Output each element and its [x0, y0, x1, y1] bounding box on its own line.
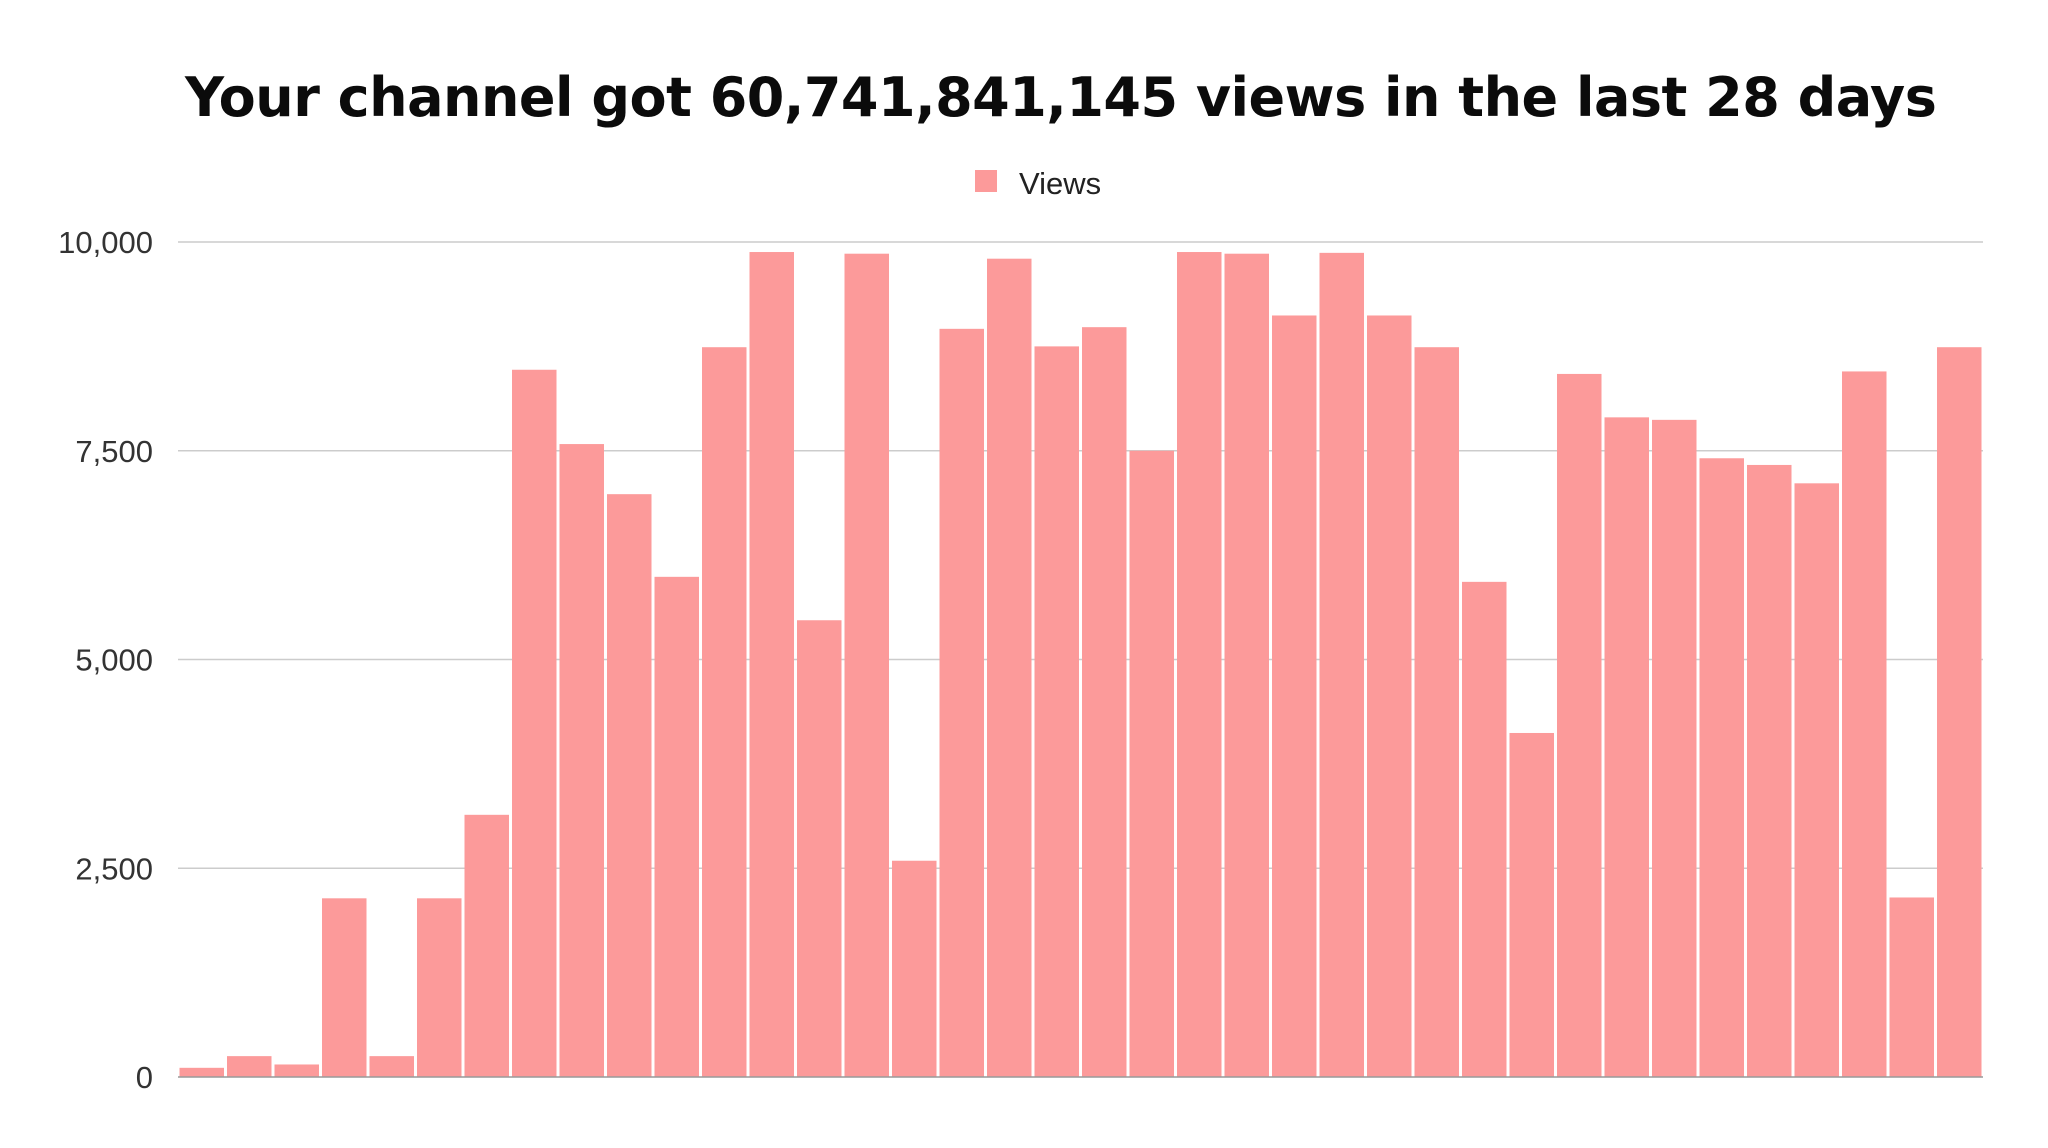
- bar-32: [1652, 419, 1697, 1077]
- legend: Views: [975, 160, 1104, 207]
- bar-18: [987, 258, 1032, 1077]
- bar-9: [559, 444, 604, 1077]
- bar-36: [1842, 371, 1887, 1077]
- bar-37: [1889, 897, 1934, 1077]
- bar-28: [1462, 581, 1507, 1077]
- bars: [179, 252, 1982, 1078]
- bar-20: [1082, 327, 1127, 1077]
- bar-23: [1224, 253, 1269, 1077]
- bar-3: [274, 1064, 319, 1077]
- bar-15: [844, 253, 889, 1077]
- bar-31: [1604, 417, 1649, 1078]
- y-tick-label: 7,500: [75, 434, 153, 469]
- bar-33: [1699, 458, 1744, 1077]
- chart-title: Your channel got 60,741,841,145 views in…: [185, 66, 1937, 129]
- bar-8: [512, 369, 557, 1077]
- bar-21: [1129, 450, 1174, 1077]
- y-tick-label: 5,000: [75, 643, 153, 678]
- bar-10: [607, 494, 652, 1077]
- bar-27: [1414, 347, 1459, 1078]
- bar-17: [939, 328, 984, 1078]
- bar-2: [227, 1056, 272, 1078]
- bar-19: [1034, 346, 1079, 1078]
- bar-16: [892, 860, 937, 1077]
- bar-22: [1177, 252, 1222, 1077]
- bar-14: [797, 620, 842, 1077]
- y-tick-label: 2,500: [75, 851, 153, 886]
- bar-11: [654, 576, 699, 1077]
- legend-swatch: [975, 170, 997, 192]
- bar-26: [1367, 315, 1412, 1078]
- y-tick-label: 10,000: [58, 225, 153, 260]
- bar-38: [1937, 347, 1982, 1078]
- bar-6: [417, 898, 462, 1077]
- bar-24: [1272, 315, 1317, 1078]
- bar-7: [464, 814, 509, 1077]
- bar-1: [179, 1067, 224, 1077]
- bar-35: [1794, 483, 1839, 1077]
- bar-30: [1557, 373, 1602, 1077]
- legend-label-views: Views: [1019, 166, 1102, 201]
- bar-25: [1319, 252, 1364, 1078]
- bar-5: [369, 1056, 414, 1078]
- y-axis-ticks: 0 2,500 5,000 7,500 10,000: [58, 225, 153, 1095]
- y-tick-label: 0: [136, 1060, 153, 1095]
- bar-34: [1747, 464, 1792, 1077]
- bar-4: [322, 898, 367, 1077]
- bar-12: [702, 347, 747, 1078]
- bar-29: [1509, 732, 1554, 1077]
- bar-13: [749, 252, 794, 1077]
